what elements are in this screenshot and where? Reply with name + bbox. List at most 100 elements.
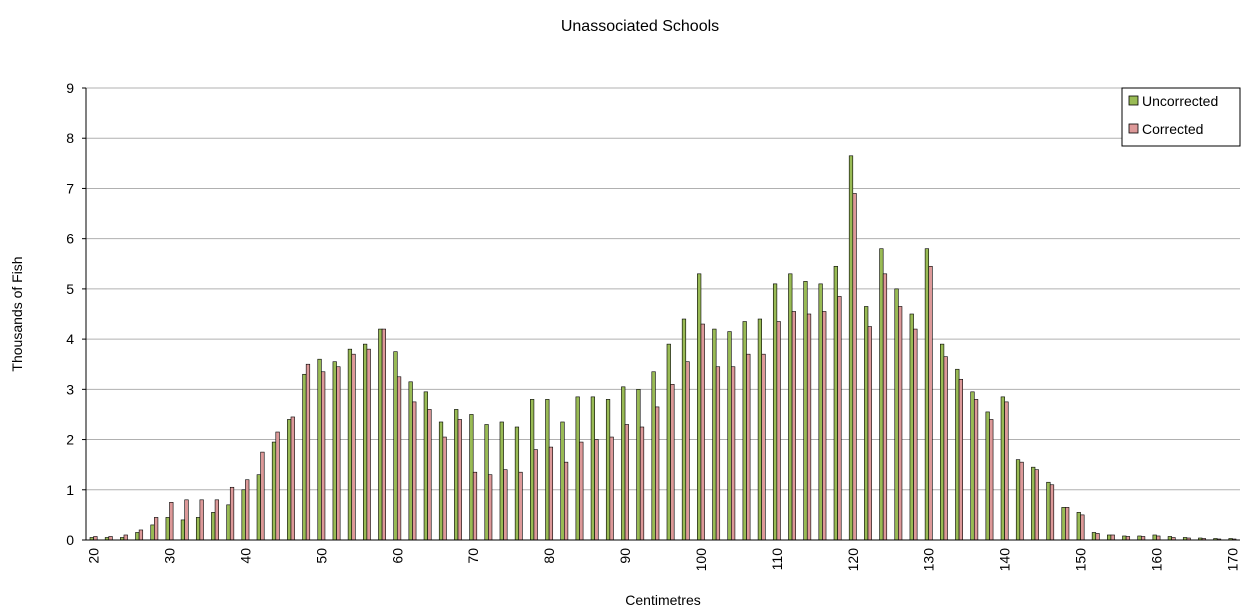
bar-corrected-142 <box>1019 461 1024 541</box>
bar-uncorrected-78 <box>530 399 535 541</box>
bar-corrected-96 <box>670 384 675 541</box>
bar-uncorrected-40 <box>241 489 246 541</box>
bar-uncorrected-106 <box>742 321 747 541</box>
bars <box>89 155 1237 541</box>
bar-corrected-50 <box>321 371 326 541</box>
bar-corrected-64 <box>427 409 432 541</box>
bar-uncorrected-124 <box>879 248 884 541</box>
bar-uncorrected-156 <box>1122 535 1127 541</box>
bar-corrected-26 <box>138 529 144 541</box>
y-tick-label: 8 <box>66 130 74 146</box>
bar-corrected-104 <box>731 366 736 541</box>
bar-uncorrected-30 <box>165 517 170 541</box>
bar-uncorrected-80 <box>545 399 550 541</box>
bar-corrected-158 <box>1141 536 1146 541</box>
bar-corrected-100 <box>700 323 705 541</box>
bar-uncorrected-130 <box>924 248 930 541</box>
bar-uncorrected-36 <box>211 512 216 541</box>
axes <box>85 88 1240 541</box>
x-tick-label: 150 <box>1073 548 1089 572</box>
bar-corrected-58 <box>381 328 386 541</box>
bar-corrected-30 <box>169 502 174 541</box>
bar-uncorrected-128 <box>909 313 914 541</box>
bar-uncorrected-140 <box>1000 396 1005 541</box>
x-tick-label: 120 <box>845 548 861 572</box>
bar-uncorrected-82 <box>560 421 565 541</box>
y-tick-label: 0 <box>66 532 74 548</box>
x-tick-label: 90 <box>617 548 633 564</box>
bar-corrected-74 <box>503 469 508 541</box>
x-tick-label: 40 <box>237 548 253 564</box>
bar-uncorrected-72 <box>484 424 489 541</box>
bar-uncorrected-90 <box>621 386 626 541</box>
bar-corrected-62 <box>412 401 417 541</box>
bar-corrected-120 <box>852 193 857 541</box>
bar-uncorrected-70 <box>469 414 474 541</box>
bar-uncorrected-86 <box>590 396 595 541</box>
bar-uncorrected-112 <box>788 273 793 541</box>
plot-area <box>86 88 1240 540</box>
bar-uncorrected-46 <box>287 419 292 541</box>
bar-uncorrected-60 <box>393 351 398 541</box>
bar-corrected-134 <box>958 378 963 541</box>
bar-corrected-70 <box>472 471 478 541</box>
bar-uncorrected-74 <box>499 421 504 541</box>
bar-corrected-68 <box>457 419 462 541</box>
bar-uncorrected-162 <box>1167 536 1172 541</box>
bar-uncorrected-92 <box>636 389 641 541</box>
y-tick-label: 1 <box>66 482 74 498</box>
bar-corrected-56 <box>366 348 371 541</box>
chart-title: Unassociated Schools <box>561 18 719 35</box>
bar-uncorrected-142 <box>1015 459 1021 541</box>
bar-uncorrected-56 <box>363 343 368 541</box>
x-tick-label: 110 <box>769 548 785 571</box>
legend-label-uncorrected: Uncorrected <box>1142 93 1218 109</box>
bar-corrected-46 <box>290 416 295 541</box>
bar-uncorrected-26 <box>135 532 140 541</box>
bar-uncorrected-100 <box>697 273 702 541</box>
bar-corrected-80 <box>548 446 554 541</box>
bar-corrected-106 <box>746 353 751 541</box>
y-tick-label: 7 <box>66 180 74 196</box>
y-tick-label: 5 <box>66 281 74 297</box>
bar-uncorrected-32 <box>180 519 186 541</box>
bar-corrected-144 <box>1034 469 1039 541</box>
bar-uncorrected-138 <box>985 411 990 541</box>
bar-uncorrected-66 <box>438 421 444 541</box>
x-tick-label: 130 <box>921 548 937 572</box>
bar-uncorrected-104 <box>727 331 732 541</box>
bar-uncorrected-58 <box>378 328 383 541</box>
bar-corrected-126 <box>898 306 903 541</box>
bar-uncorrected-64 <box>423 391 428 541</box>
bar-corrected-72 <box>488 474 493 541</box>
bar-corrected-116 <box>822 311 827 541</box>
bar-corrected-98 <box>685 361 690 541</box>
bar-corrected-128 <box>913 328 918 541</box>
bar-uncorrected-114 <box>803 281 808 541</box>
bar-corrected-34 <box>199 499 204 541</box>
bar-corrected-108 <box>761 353 766 541</box>
bar-uncorrected-28 <box>150 524 155 541</box>
bar-corrected-22 <box>108 536 113 541</box>
bar-uncorrected-120 <box>848 155 854 541</box>
bar-corrected-114 <box>806 313 812 541</box>
bar-corrected-40 <box>245 479 250 541</box>
bar-corrected-28 <box>154 517 159 541</box>
legend-box <box>1121 87 1241 147</box>
bar-corrected-90 <box>624 424 629 541</box>
bar-uncorrected-150 <box>1076 512 1081 541</box>
legend-swatch-corrected <box>1128 123 1139 134</box>
bar-corrected-32 <box>184 499 189 541</box>
bar-corrected-150 <box>1080 514 1085 541</box>
bar-corrected-112 <box>791 311 796 541</box>
bar-corrected-60 <box>396 376 402 541</box>
bar-corrected-36 <box>214 499 219 541</box>
bar-corrected-44 <box>275 431 280 541</box>
bar-uncorrected-122 <box>864 306 869 541</box>
bar-corrected-118 <box>837 296 842 541</box>
bar-corrected-136 <box>973 399 979 541</box>
bar-corrected-52 <box>336 366 341 541</box>
bar-uncorrected-84 <box>575 396 580 541</box>
bar-uncorrected-108 <box>757 318 762 541</box>
